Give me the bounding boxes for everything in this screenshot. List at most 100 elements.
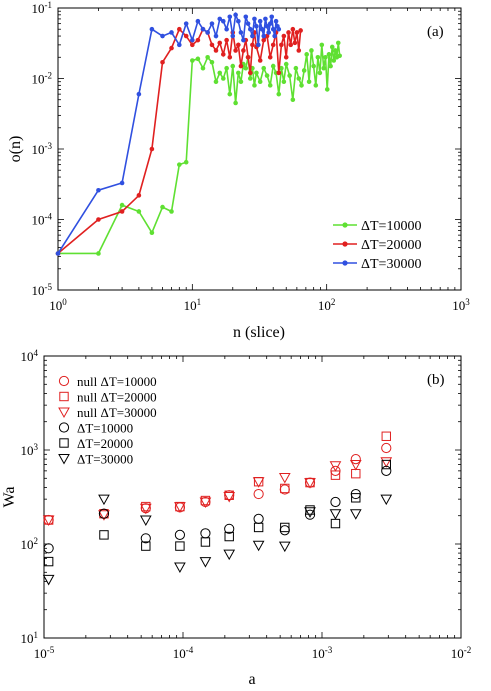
data-point <box>259 26 265 32</box>
data-point <box>149 146 155 152</box>
data-marker <box>381 431 391 441</box>
data-point <box>233 100 238 106</box>
data-point <box>236 70 241 76</box>
data-point <box>298 28 303 33</box>
legend-label: ΔT=20000 <box>361 238 421 253</box>
data-point <box>250 42 255 48</box>
data-point <box>264 24 270 29</box>
data-point <box>323 54 328 60</box>
data-point <box>311 63 316 69</box>
data-point <box>328 63 333 69</box>
legend-label: ΔT=30000 <box>77 452 133 467</box>
data-point <box>169 30 174 35</box>
data-point <box>290 26 296 32</box>
data-point <box>247 76 253 81</box>
data-point <box>238 63 244 69</box>
data-point <box>227 54 233 60</box>
data-point <box>96 187 101 193</box>
data-point <box>183 33 189 39</box>
panel-a: 100 101 102 103 10-5 10-4 10-3 10-2 10-1 ΔT=10000… <box>7 0 470 341</box>
data-point <box>313 83 319 88</box>
legend-label: ΔT=10000 <box>77 421 133 436</box>
y-tick-label: 104 <box>21 348 39 364</box>
data-marker <box>329 509 342 520</box>
data-marker <box>380 457 393 468</box>
data-marker <box>42 515 55 527</box>
data-point <box>270 42 276 48</box>
x-axis-label: n (slice) <box>233 324 285 341</box>
data-marker <box>224 490 234 500</box>
data-point <box>276 91 282 97</box>
data-marker <box>278 541 291 553</box>
data-marker <box>252 477 265 488</box>
data-marker <box>200 528 211 539</box>
data-point <box>236 42 241 48</box>
data-point <box>213 48 219 53</box>
data-point <box>96 251 101 256</box>
data-marker <box>350 454 361 465</box>
data-point <box>283 54 289 60</box>
data-point <box>301 68 307 73</box>
data-marker <box>253 522 264 533</box>
data-point <box>136 193 142 198</box>
data-point <box>213 33 219 39</box>
x-tick-label: 101 <box>184 297 202 313</box>
legend-marker <box>342 241 348 247</box>
data-point <box>296 76 302 81</box>
data-marker <box>349 460 362 471</box>
data-point <box>160 204 165 210</box>
data-marker <box>278 472 291 484</box>
data-point <box>217 70 223 76</box>
data-point <box>160 33 165 39</box>
data-marker <box>200 495 211 506</box>
series-line-2 <box>57 27 302 255</box>
data-point <box>288 42 294 48</box>
data-point <box>55 251 61 256</box>
data-marker <box>175 541 185 551</box>
data-point <box>270 63 276 69</box>
data-marker <box>253 488 264 500</box>
data-point <box>213 79 219 85</box>
data-marker <box>224 531 234 542</box>
data-marker <box>351 468 361 479</box>
data-point <box>230 33 236 39</box>
y-tick-label: 10-2 <box>32 71 53 87</box>
data-point <box>220 52 226 57</box>
data-point <box>254 24 259 29</box>
data-point <box>286 30 291 35</box>
data-point <box>209 42 215 48</box>
legend-label: null ΔT=30000 <box>77 405 157 420</box>
legend-marker <box>58 422 70 433</box>
data-point <box>267 21 273 26</box>
data-point <box>252 83 257 88</box>
x-tick-label: 10-4 <box>173 645 194 661</box>
data-point <box>183 21 189 26</box>
y-tick-label: 102 <box>21 536 39 552</box>
data-marker <box>199 497 212 508</box>
data-marker <box>139 503 152 515</box>
panel-b: 10-5 10-4 10-3 10-2 101 102 103 104 null ΔT=1000… <box>1 348 471 688</box>
data-point <box>264 73 270 78</box>
data-marker <box>329 461 342 472</box>
data-point <box>190 37 195 43</box>
legend-marker <box>58 375 70 387</box>
data-marker <box>223 492 236 503</box>
data-point <box>190 58 195 63</box>
legend-label: ΔT=30000 <box>361 257 421 272</box>
data-marker <box>98 494 110 506</box>
data-point <box>227 91 233 97</box>
legend-label: ΔT=20000 <box>77 436 133 451</box>
data-point <box>149 230 155 235</box>
data-point <box>247 26 253 32</box>
data-point <box>294 30 300 35</box>
data-point <box>273 18 279 24</box>
data-point <box>217 40 223 46</box>
data-point <box>195 37 201 43</box>
data-point <box>119 202 125 208</box>
data-marker <box>253 513 264 524</box>
data-point <box>266 30 271 35</box>
data-point <box>290 97 296 103</box>
data-point <box>326 52 332 57</box>
series-line-1 <box>58 42 341 255</box>
